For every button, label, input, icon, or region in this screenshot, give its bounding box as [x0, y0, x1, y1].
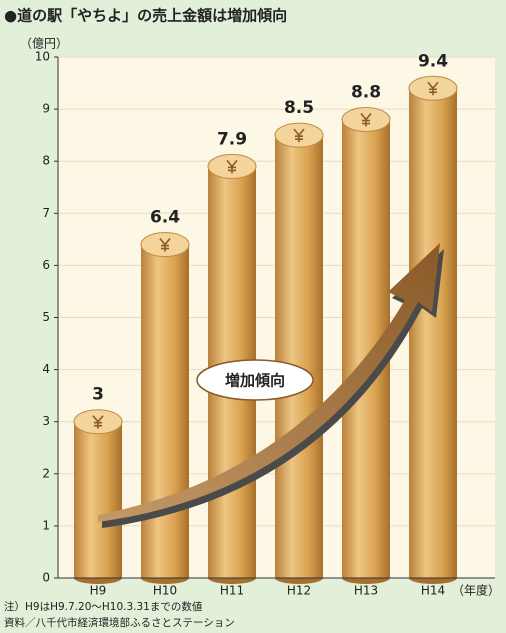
note: 資料／八千代市経済環境部ふるさとステーション [4, 616, 235, 629]
x-tick-label: H9 [90, 584, 107, 598]
x-tick-label: H10 [153, 584, 177, 598]
note: 注）H9はH9.7.20〜H10.3.31までの数値 [4, 600, 203, 613]
yen-symbol [159, 238, 171, 252]
y-tick-label: 0 [42, 571, 50, 585]
y-tick-label: 8 [42, 154, 50, 168]
chart-title: ●道の駅「やちよ」の売上金額は増加傾向 [4, 7, 287, 25]
value-label: 3 [92, 385, 104, 405]
annotation-bubble [196, 359, 314, 401]
y-tick-label: 6 [42, 258, 50, 272]
yen-symbol [427, 81, 439, 96]
value-label: 7.9 [217, 129, 247, 149]
yen-symbol [92, 415, 104, 429]
yen-symbol [293, 128, 305, 143]
value-label: 8.5 [284, 98, 314, 118]
bars: 3 6.4 7.9 8.5 8.8 9.4 [73, 51, 458, 584]
value-label: 8.8 [351, 83, 381, 103]
x-unit-label: （年度） [452, 583, 500, 598]
y-tick-label: 1 [42, 518, 50, 532]
y-tick-label: 7 [42, 206, 50, 220]
bar [141, 244, 189, 578]
annotation: 増加傾向 [225, 372, 285, 390]
y-tick-label: 9 [42, 102, 50, 116]
y-tick-label: 10 [35, 50, 50, 64]
y-tick-label: 4 [42, 362, 50, 376]
bar [275, 135, 323, 578]
bar [409, 88, 457, 578]
x-tick-label: H14 [421, 584, 445, 598]
yen-symbol [360, 113, 372, 127]
x-tick-label: H12 [287, 584, 311, 598]
x-tick-label: H11 [220, 584, 244, 598]
bar [74, 421, 122, 578]
y-tick-label: 3 [42, 414, 50, 428]
y-unit-label: （億円） [20, 37, 68, 51]
value-label: 6.4 [150, 208, 180, 228]
yen-symbol [226, 159, 238, 174]
x-tick-label: H13 [354, 584, 378, 598]
value-label: 9.4 [418, 51, 448, 71]
y-tick-label: 5 [42, 310, 50, 324]
y-tick-label: 2 [42, 466, 50, 480]
